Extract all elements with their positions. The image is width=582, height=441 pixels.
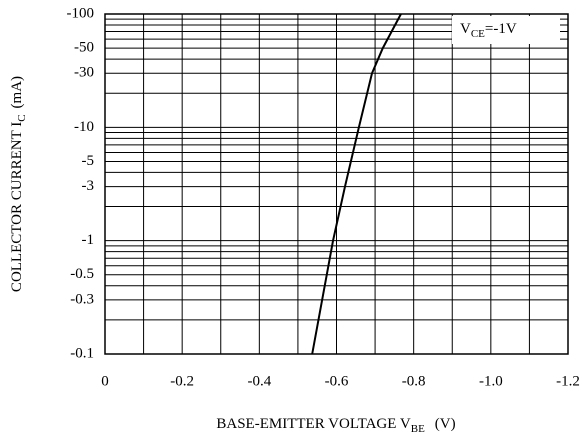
x-tick-label: -1.2: [556, 373, 580, 389]
x-axis-label: BASE-EMITTER VOLTAGE VBE (V): [216, 416, 455, 434]
x-tick-label: -1.0: [479, 373, 503, 389]
x-tick-label: 0: [101, 373, 109, 389]
x-label-sub: BE: [411, 423, 425, 435]
y-axis-label: COLLECTOR CURRENT IC (mA): [9, 76, 27, 292]
annotation-sub: CE: [471, 28, 485, 40]
y-tick-label: -0.3: [70, 291, 94, 307]
x-tick-label: -0.2: [170, 373, 194, 389]
y-label-unit: (mA): [9, 76, 25, 109]
y-tick-label: -0.1: [70, 345, 94, 361]
annotation-main: V: [460, 21, 471, 37]
y-label-main: COLLECTOR CURRENT I: [9, 122, 25, 292]
y-tick-label: -10: [74, 119, 94, 135]
x-tick-label: -0.6: [325, 373, 349, 389]
y-tick-label: -100: [67, 5, 95, 21]
y-tick-label: -0.5: [70, 266, 94, 282]
y-tick-label: -3: [82, 178, 95, 194]
y-label-sub: C: [16, 114, 28, 121]
x-label-main: BASE-EMITTER VOLTAGE V: [216, 416, 411, 432]
curve: [312, 14, 401, 354]
annotation: VCE=-1V: [460, 21, 517, 39]
annotation-rest: =-1V: [485, 21, 517, 37]
y-tick-label: -50: [74, 40, 94, 56]
page: COLLECTOR CURRENT IC (mA) BASE-EMITTER VO…: [0, 0, 582, 441]
x-tick-label: -0.8: [402, 373, 426, 389]
y-tick-label: -30: [74, 65, 94, 81]
y-tick-label: -5: [82, 153, 95, 169]
x-label-unit: (V): [435, 416, 456, 432]
x-tick-label: -0.4: [247, 373, 271, 389]
y-tick-label: -1: [82, 232, 95, 248]
chart: COLLECTOR CURRENT IC (mA) BASE-EMITTER VO…: [0, 0, 582, 441]
